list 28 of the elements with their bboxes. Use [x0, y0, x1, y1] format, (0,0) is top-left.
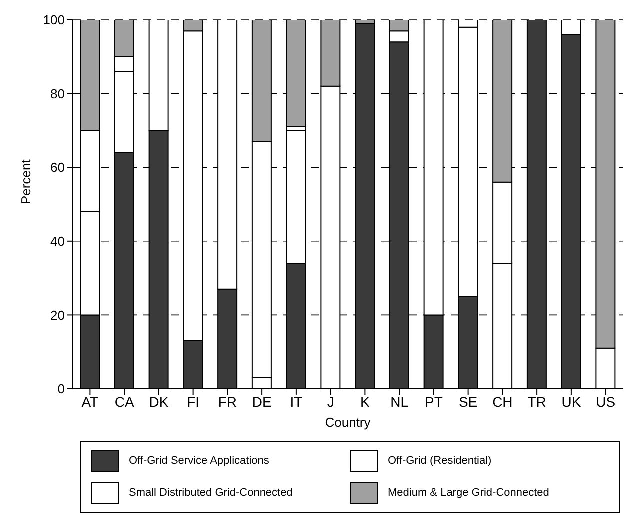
- y-tick-label: 100: [43, 12, 65, 28]
- x-tick-label: FR: [218, 394, 238, 410]
- x-tick-label: TR: [528, 394, 546, 410]
- x-tick-label: K: [360, 394, 371, 410]
- x-axis-title: Country: [325, 415, 372, 430]
- y-tick-label: 80: [50, 86, 65, 102]
- x-tick-label: AT: [82, 394, 100, 410]
- x-tick-label: J: [327, 394, 334, 410]
- y-tick-label: 0: [58, 382, 65, 397]
- x-tick-label: IT: [290, 394, 304, 410]
- x-tick-label: CH: [492, 394, 513, 410]
- x-tick-label: FI: [187, 394, 200, 410]
- y-tick-label: 60: [50, 160, 65, 176]
- x-tick-label: DE: [252, 394, 272, 410]
- x-tick-label: UK: [562, 394, 582, 410]
- legend-label: Off-Grid Service Applications: [129, 455, 270, 467]
- legend-label: Off-Grid (Residential): [388, 455, 492, 467]
- x-tick-label: US: [596, 394, 616, 410]
- x-tick-label: DK: [149, 394, 170, 410]
- x-tick-label: NL: [390, 394, 409, 410]
- legend-label: Small Distributed Grid-Connected: [129, 487, 293, 499]
- x-tick-label: PT: [424, 394, 444, 410]
- y-tick-label: 20: [50, 308, 65, 323]
- legend-label: Medium & Large Grid-Connected: [388, 487, 550, 499]
- x-tick-label: SE: [458, 394, 478, 410]
- x-tick-label: CA: [114, 394, 135, 410]
- y-tick-label: 40: [50, 234, 65, 250]
- y-axis-title: Percent: [18, 159, 34, 204]
